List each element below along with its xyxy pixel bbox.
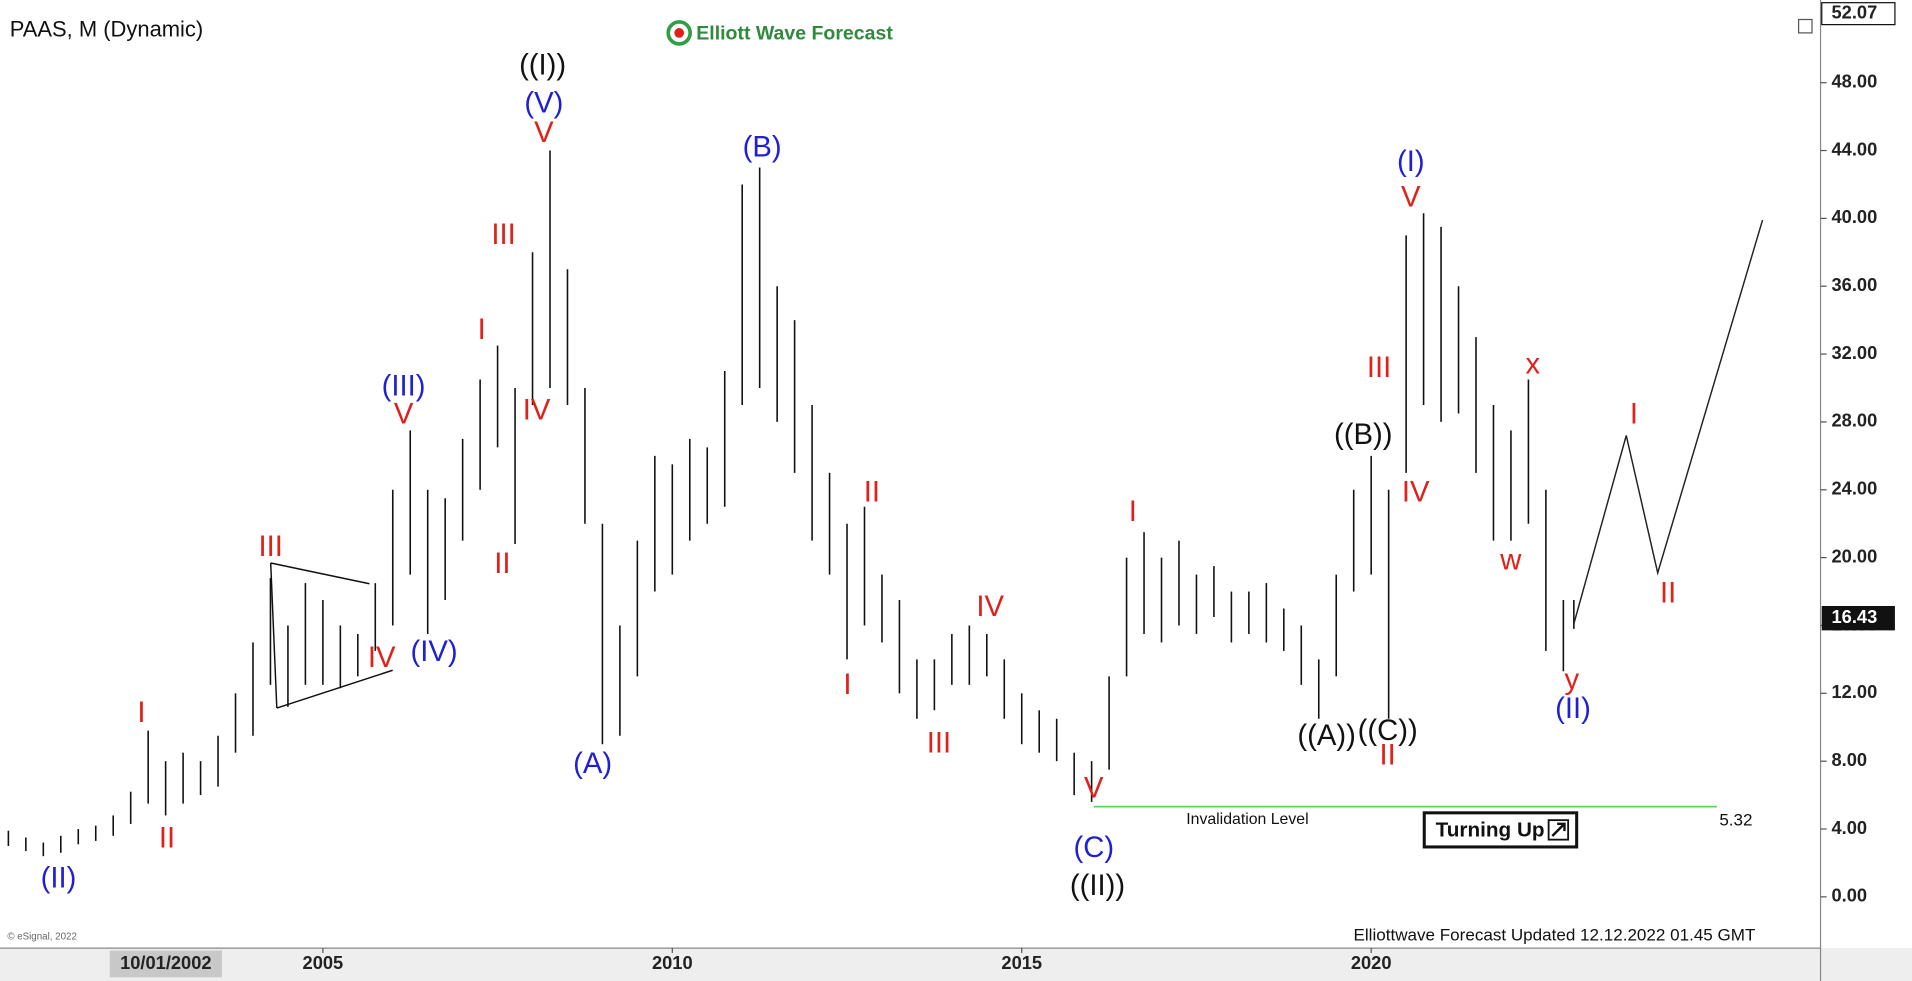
badge-arrow <box>1551 822 1566 837</box>
wave-label: w <box>1499 545 1522 577</box>
last-price: 16.43 <box>1832 606 1878 627</box>
triangle-line <box>269 562 278 709</box>
badge-box <box>1422 811 1579 849</box>
wave-label: II <box>1380 740 1396 772</box>
logo-dot <box>674 28 685 38</box>
y-tick-label: 36.00 <box>1832 274 1878 295</box>
wave-label: II <box>1660 577 1676 609</box>
wave-label: IV <box>1402 476 1430 508</box>
wave-label: x <box>1525 348 1540 380</box>
wave-label: III <box>259 531 283 563</box>
badge-icon <box>1547 819 1570 841</box>
badge-text: Turning Up <box>1436 819 1545 842</box>
x-tick-label: 2005 <box>303 952 344 973</box>
wave-label: (V) <box>524 88 563 120</box>
symbol-title: PAAS, M (Dynamic) <box>10 16 203 41</box>
logo: Elliott Wave Forecast <box>666 20 893 46</box>
wave-label: IV <box>976 591 1004 623</box>
wave-label: (II) <box>41 863 77 895</box>
y-tick-label: 40.00 <box>1832 206 1878 227</box>
wave-label: III <box>927 727 951 759</box>
wave-label: (IV) <box>411 636 458 668</box>
wave-label: ((B)) <box>1334 419 1393 451</box>
wave-label: y <box>1564 664 1579 696</box>
y-tick-label: 20.00 <box>1832 545 1878 566</box>
y-tick-label: 4.00 <box>1832 817 1868 838</box>
wave-label: (II) <box>1555 693 1591 725</box>
wave-label: ((II)) <box>1070 870 1125 902</box>
y-tick-label: 48.00 <box>1832 71 1878 92</box>
wave-label: ((C)) <box>1358 715 1418 747</box>
wave-label: V <box>394 398 414 430</box>
y-tick-label: 8.00 <box>1832 749 1868 770</box>
wave-label: III <box>1367 352 1391 384</box>
wave-label: V <box>1084 772 1104 804</box>
copyright: © eSignal, 2022 <box>7 932 77 943</box>
window-icon[interactable] <box>1797 18 1813 34</box>
projection-line <box>1573 219 1764 624</box>
wave-label: (A) <box>573 748 612 780</box>
invalidation-label: Invalidation Level <box>1186 811 1308 828</box>
wave-label: (B) <box>743 131 782 163</box>
triangle-line <box>270 562 370 585</box>
last-price-box <box>1821 605 1895 631</box>
wave-label: V <box>534 117 554 149</box>
y-tick-label: 32.00 <box>1832 342 1878 363</box>
y-tick-label: 28.00 <box>1832 410 1878 431</box>
top-price: 52.07 <box>1832 1 1878 22</box>
start-label-box <box>109 950 222 978</box>
invalidation-value: 5.32 <box>1719 811 1752 830</box>
wave-label: IV <box>368 642 396 674</box>
y-tick-label: 24.00 <box>1832 478 1878 499</box>
wave-label: II <box>494 548 510 580</box>
wave-label: I <box>1630 398 1638 430</box>
wave-label: II <box>159 822 175 854</box>
y-tick-label: 44.00 <box>1832 138 1878 159</box>
y-tick-label: 0.00 <box>1832 885 1868 906</box>
x-tick-label: 2015 <box>1001 952 1042 973</box>
wave-label: III <box>491 219 515 251</box>
wave-label: I <box>843 669 851 701</box>
triangle <box>269 562 393 709</box>
wave-label: IV <box>523 395 551 427</box>
footer: Elliottwave Forecast Updated 12.12.2022 … <box>1354 925 1756 944</box>
top-price-box <box>1821 2 1896 26</box>
start-label: 10/01/2002 <box>120 952 211 973</box>
turning-up-badge: Turning Up <box>1422 811 1579 849</box>
wave-label: (III) <box>382 370 426 402</box>
wave-label: ((A)) <box>1297 720 1356 752</box>
y-tick-label: 12.00 <box>1832 681 1878 702</box>
x-axis-band <box>0 948 1912 981</box>
x-tick-label: 2020 <box>1351 952 1392 973</box>
wave-label: (I) <box>1397 146 1425 178</box>
wave-label: ((I)) <box>519 50 566 82</box>
wave-label: (C) <box>1073 832 1114 864</box>
wave-label: I <box>478 314 486 346</box>
x-tick-label: 2010 <box>652 952 693 973</box>
wave-label: II <box>864 476 880 508</box>
wave-label: V <box>1401 181 1421 213</box>
logo-icon <box>666 20 693 46</box>
wave-label: I <box>137 697 145 729</box>
logo-text: Elliott Wave Forecast <box>696 22 893 44</box>
triangle-line <box>276 669 393 709</box>
wave-label: I <box>1129 496 1137 528</box>
